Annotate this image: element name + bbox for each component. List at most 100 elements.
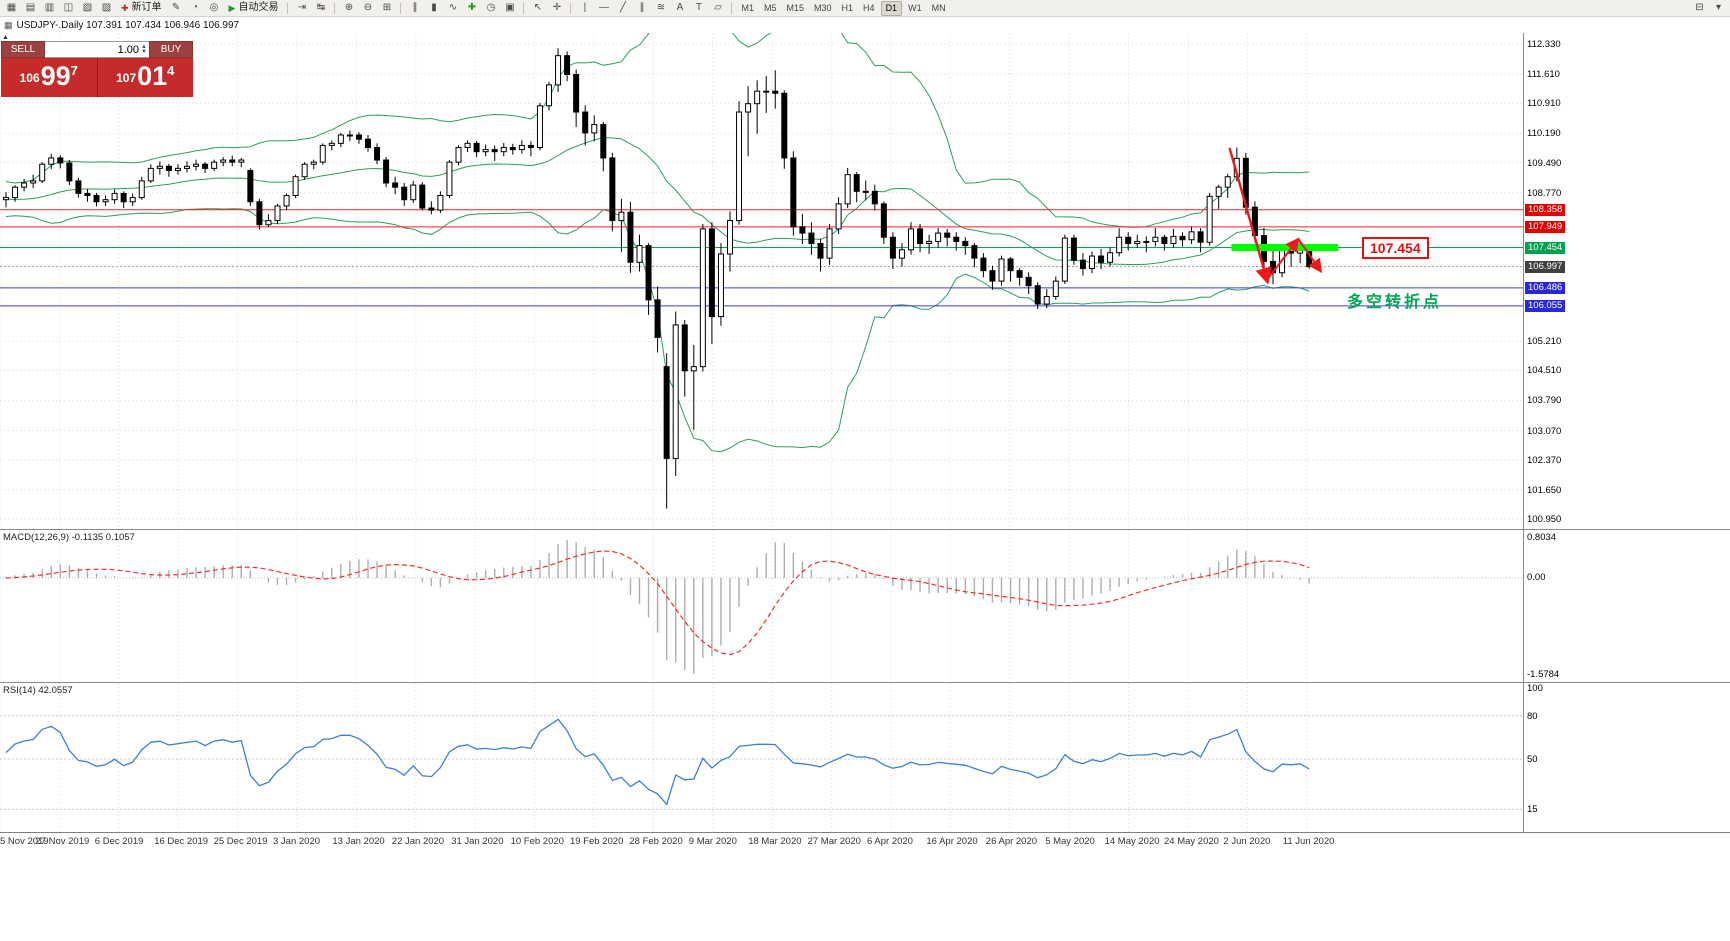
- chart-shift-icon: ⇥: [297, 2, 307, 13]
- annotation-note-text: 多空转折点: [1347, 293, 1443, 311]
- date-label: 2 Jun 2020: [1223, 836, 1271, 847]
- sell-button[interactable]: SELL: [1, 41, 45, 58]
- tile-windows-icon[interactable]: ⊞: [378, 1, 395, 15]
- channel-icon[interactable]: ∥: [633, 1, 650, 15]
- date-label: 19 Feb 2020: [570, 836, 624, 847]
- price-scale-tick: 105.210: [1527, 336, 1562, 348]
- sell-price-fraction: 7: [70, 63, 78, 78]
- zoom-in-icon[interactable]: ⊕: [340, 1, 357, 15]
- rsi-svg[interactable]: [0, 683, 1523, 832]
- periods-icon: ◷: [486, 2, 496, 13]
- new-order-button[interactable]: ✚ 新订单: [117, 1, 166, 15]
- timeframe-button-d1[interactable]: D1: [880, 0, 903, 16]
- vertical-line-icon[interactable]: |: [576, 1, 593, 15]
- price-chart-svg[interactable]: [0, 33, 1523, 529]
- market-watch-icon: ▥: [44, 2, 55, 13]
- toolbar-separator: [400, 2, 402, 14]
- text-label-icon[interactable]: A: [671, 1, 688, 15]
- price-chart-pane[interactable]: 112.330 111.610 110.910 110.190 109.490 108.7…: [0, 33, 1730, 529]
- chart-profiles-icon[interactable]: ▤: [22, 1, 39, 15]
- price-scale-tick: 101.650: [1527, 484, 1562, 496]
- macd-grid: [0, 530, 1308, 682]
- sell-price-button[interactable]: 106 99 7: [1, 58, 98, 97]
- buy-price-pips: 01: [137, 61, 168, 91]
- indicators-icon[interactable]: ✚: [463, 1, 480, 15]
- timeframe-button-m5[interactable]: M5: [763, 2, 777, 13]
- horizontal-line-icon[interactable]: ―: [595, 1, 612, 15]
- price-scale-tick: 102.370: [1527, 454, 1562, 466]
- price-scale-tick: 108.770: [1527, 187, 1562, 199]
- new-chart-icon[interactable]: ▦: [3, 1, 20, 15]
- lot-decrease-button[interactable]: ▼: [141, 48, 147, 55]
- templates-icon[interactable]: ▣: [501, 1, 518, 15]
- price-scale-tick: 111.610: [1527, 69, 1560, 81]
- line-chart-icon[interactable]: ∿: [444, 1, 461, 15]
- horizontal-line-icon: ―: [598, 2, 609, 13]
- chart-shift-icon[interactable]: ⇥: [293, 1, 310, 15]
- one-click-collapse-arrow[interactable]: ▲: [2, 34, 9, 41]
- lot-size-value[interactable]: 1.00: [117, 43, 140, 56]
- chart-profiles-icon: ▤: [25, 2, 36, 13]
- crosshair-icon[interactable]: ✛: [548, 1, 565, 15]
- history-center-icon[interactable]: ◔: [187, 1, 204, 15]
- candlestick-chart-icon[interactable]: ▮: [425, 1, 442, 15]
- chart-tab-icon: ▦: [4, 19, 13, 30]
- bar-chart-icon[interactable]: ∥: [406, 1, 423, 15]
- arrows-tool-icon[interactable]: T: [690, 1, 707, 15]
- time-axis[interactable]: 5 Nov 2019 27 Nov 2019 6 Dec 2019 16 Dec 20…: [0, 832, 1730, 851]
- price-scale-tick: 110.190: [1527, 128, 1561, 140]
- toolbar-separator: [287, 2, 289, 14]
- price-scale-tick: 110.910: [1527, 98, 1561, 110]
- terminal-icon[interactable]: ▨: [98, 1, 115, 15]
- toolbar-more-icon[interactable]: ▾: [1710, 1, 1727, 15]
- lot-size-field[interactable]: 1.00 ▲ ▼: [45, 41, 149, 58]
- one-click-prices: 106 99 7 107 01 4: [1, 58, 193, 97]
- auto-scroll-icon: ↹: [316, 2, 326, 13]
- rsi-scale-label: 15: [1527, 804, 1538, 816]
- strategy-tester-icon[interactable]: ◎: [206, 1, 223, 15]
- auto-trading-button[interactable]: ▶ 自动交易: [225, 1, 283, 15]
- bollinger-bands: [5, 33, 1310, 453]
- date-label: 27 Mar 2020: [807, 836, 861, 847]
- lot-increase-button[interactable]: ▲: [141, 43, 147, 50]
- dock-windows-icon[interactable]: ⊟: [1691, 1, 1708, 15]
- auto-scroll-icon[interactable]: ↹: [312, 1, 329, 15]
- rsi-pane[interactable]: RSI(14) 42.0557 100 80 50 15: [0, 682, 1730, 832]
- market-watch-icon[interactable]: ▥: [41, 1, 58, 15]
- timeframe-button-m1[interactable]: M1: [741, 2, 754, 13]
- trendline-icon[interactable]: ╱: [614, 1, 631, 15]
- timeframe-button-h4[interactable]: H4: [863, 2, 875, 13]
- macd-label: MACD(12,26,9) -0.1135 0.1057: [3, 532, 135, 543]
- terminal-icon: ▨: [101, 2, 112, 13]
- fibonacci-icon[interactable]: ≋: [652, 1, 669, 15]
- trend-annotation-arrows[interactable]: [1228, 147, 1323, 285]
- macd-scale-label: -1.5784: [1527, 669, 1560, 680]
- cursor-icon[interactable]: ↖: [529, 1, 546, 15]
- shapes-icon[interactable]: ▱: [709, 1, 726, 15]
- zoom-out-icon[interactable]: ⊖: [359, 1, 376, 15]
- navigator-icon[interactable]: ▧: [79, 1, 96, 15]
- data-window-icon[interactable]: ◫: [60, 1, 77, 15]
- periods-icon[interactable]: ◷: [482, 1, 499, 15]
- indicators-icon: ✚: [467, 2, 477, 13]
- support-zone-bar[interactable]: [1231, 244, 1339, 252]
- timeframe-button-h1[interactable]: H1: [841, 2, 854, 13]
- buy-price-button[interactable]: 107 01 4: [97, 58, 193, 97]
- timeframe-button-m15[interactable]: M15: [786, 2, 805, 13]
- date-label: 11 Jun 2020: [1282, 836, 1335, 847]
- timeframe-button-m30[interactable]: M30: [814, 2, 832, 13]
- timeframe-button-mn[interactable]: MN: [931, 2, 946, 13]
- date-label: 25 Dec 2019: [213, 836, 268, 847]
- line-chart-icon: ∿: [448, 2, 458, 13]
- shapes-icon: ▱: [714, 2, 722, 13]
- price-scale-tick: 100.950: [1527, 514, 1562, 525]
- fibonacci-icon: ≋: [656, 2, 666, 13]
- macd-pane[interactable]: MACD(12,26,9) -0.1135 0.1057 0.8034 0.00 -…: [0, 529, 1730, 682]
- timeframe-button-w1[interactable]: W1: [908, 2, 922, 13]
- buy-button[interactable]: BUY: [149, 41, 193, 58]
- macd-svg[interactable]: [0, 530, 1523, 682]
- horizontal-level-lines[interactable]: [0, 209, 1523, 307]
- date-label: 6 Dec 2019: [94, 836, 144, 847]
- mql-editor-icon[interactable]: ✎: [168, 1, 185, 15]
